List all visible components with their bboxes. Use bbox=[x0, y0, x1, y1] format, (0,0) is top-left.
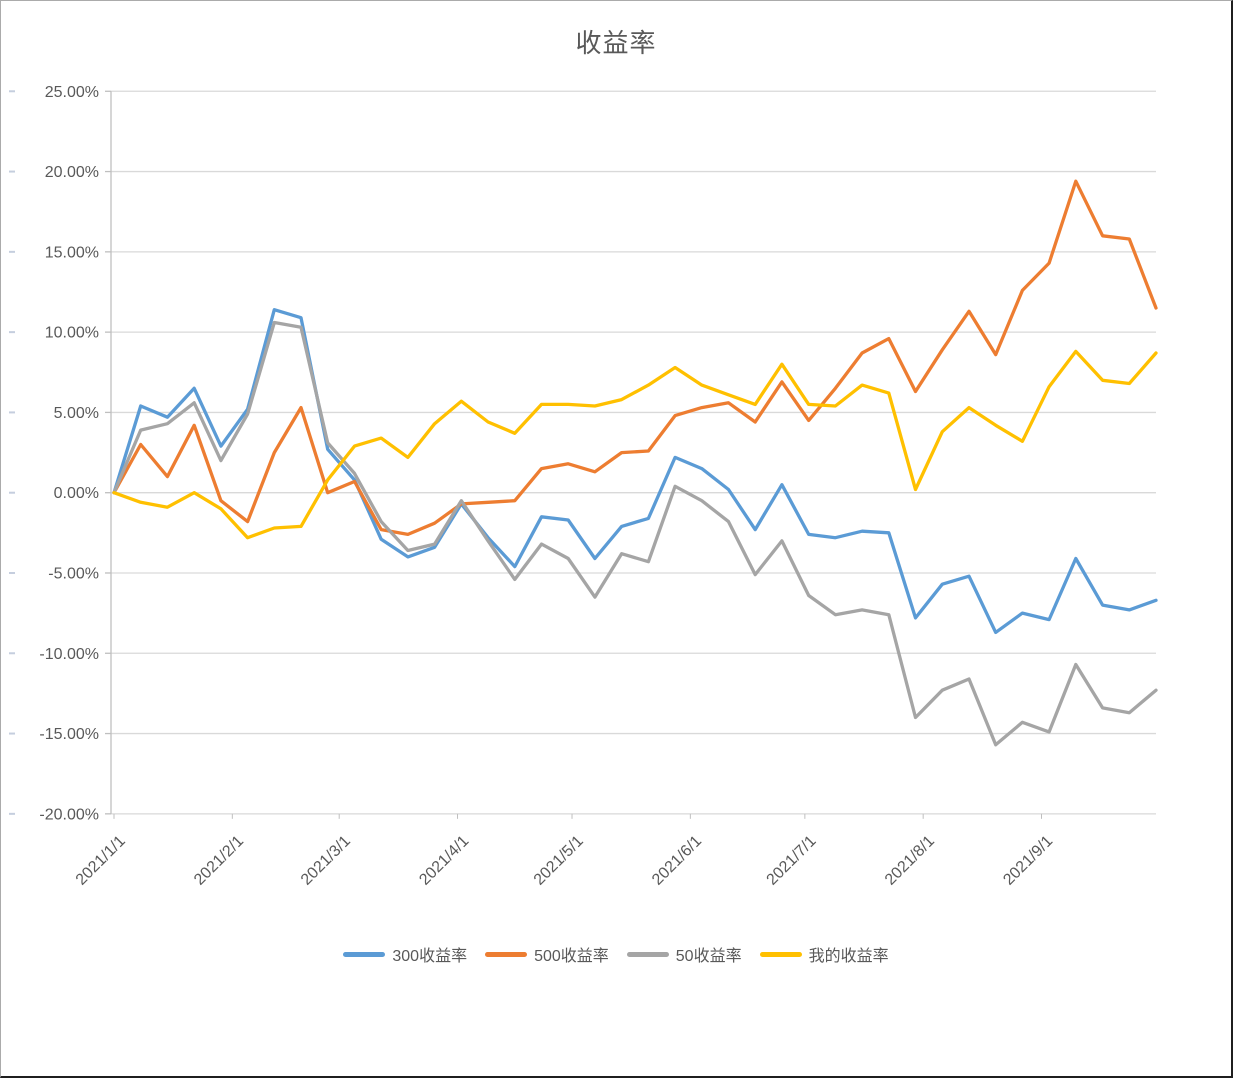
x-axis-label: 2021/9/1 bbox=[1000, 833, 1056, 889]
legend-label: 500收益率 bbox=[534, 948, 609, 965]
x-axis-label: 2021/3/1 bbox=[298, 833, 354, 889]
legend-item-我的收益率[interactable]: 我的收益率 bbox=[759, 942, 889, 966]
legend-label: 300收益率 bbox=[392, 948, 468, 965]
page-title: 收益率 bbox=[575, 28, 657, 58]
y-axis-label: 5.00% bbox=[54, 405, 99, 422]
x-axis-label: 2021/8/1 bbox=[882, 833, 938, 889]
y-axis-label: -20.00% bbox=[39, 806, 99, 823]
x-axis-label: 2021/7/1 bbox=[764, 833, 820, 889]
legend-item-300收益率[interactable]: 300收益率 bbox=[343, 942, 467, 966]
x-axis-label: 2021/2/1 bbox=[191, 833, 247, 889]
y-axis-label: -15.00% bbox=[39, 726, 99, 743]
y-axis-label: 15.00% bbox=[45, 244, 99, 261]
y-axis-label: -10.00% bbox=[39, 646, 99, 663]
x-axis-label: 2021/4/1 bbox=[416, 833, 472, 889]
y-axis-label: 10.00% bbox=[45, 325, 99, 342]
legend-item-50收益率[interactable]: 50收益率 bbox=[626, 942, 742, 966]
series-line-300收益率[interactable] bbox=[112, 308, 1158, 635]
series-line-500收益率[interactable] bbox=[112, 179, 1158, 537]
series-line-50收益率[interactable] bbox=[112, 320, 1158, 747]
y-axis-label: -5.00% bbox=[48, 565, 99, 582]
y-axis-label: 25.00% bbox=[45, 84, 99, 101]
legend-swatch bbox=[759, 951, 802, 957]
legend-item-500收益率[interactable]: 500收益率 bbox=[485, 942, 609, 966]
x-axis-label: 2021/5/1 bbox=[531, 833, 587, 889]
series-line-我的收益率[interactable] bbox=[112, 349, 1158, 540]
y-axis-label: 0.00% bbox=[54, 485, 99, 502]
legend-swatch bbox=[485, 951, 528, 957]
legend-label: 50收益率 bbox=[675, 948, 742, 965]
y-axis-label: 20.00% bbox=[45, 164, 99, 181]
x-axis-label: 2021/6/1 bbox=[649, 833, 705, 889]
legend-swatch bbox=[343, 951, 386, 957]
legend-swatch bbox=[626, 951, 669, 957]
chart-legend: 300收益率 500收益率 50收益率 我的收益率 bbox=[1, 942, 1231, 966]
x-axis-label: 2021/1/1 bbox=[73, 833, 129, 889]
legend-label: 我的收益率 bbox=[808, 948, 889, 965]
